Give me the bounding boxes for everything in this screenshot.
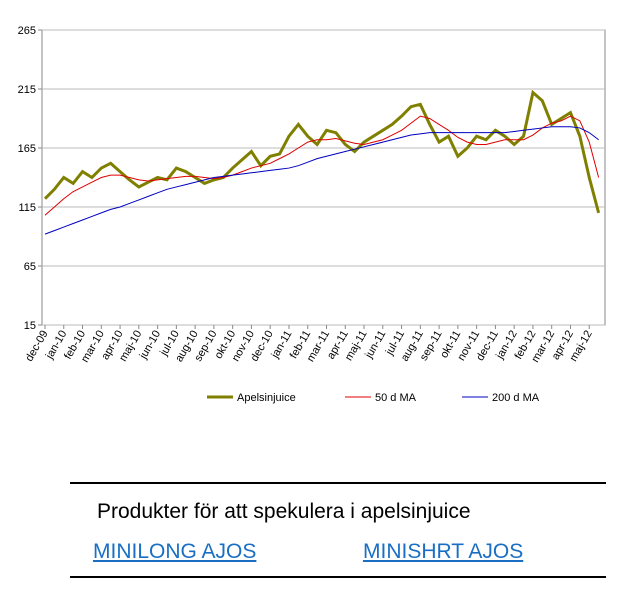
legend-label: 50 d MA [375, 392, 417, 404]
chart: 1565115165215265dec-09jan-10feb-10mar-10… [18, 25, 606, 404]
products-heading: Produkter för att spekulera i apelsinjui… [97, 500, 471, 523]
divider [70, 576, 606, 578]
y-tick-label: 15 [24, 320, 36, 332]
y-tick-label: 215 [18, 84, 36, 96]
divider [70, 482, 606, 484]
series-line [44, 115, 600, 216]
y-tick-label: 115 [18, 202, 36, 214]
legend-label: Apelsinjuice [237, 392, 296, 404]
product-link[interactable]: MINISHRT AJOS [363, 540, 524, 563]
y-tick-label: 165 [18, 143, 36, 155]
y-tick-label: 65 [24, 261, 36, 273]
product-link[interactable]: MINILONG AJOS [93, 540, 257, 563]
plot-area [41, 29, 606, 326]
x-tick-label: dec-09 [23, 329, 50, 364]
series-line [43, 89, 601, 214]
y-tick-label: 265 [18, 25, 36, 37]
series-line [44, 126, 599, 235]
legend-label: 200 d MA [492, 392, 540, 404]
